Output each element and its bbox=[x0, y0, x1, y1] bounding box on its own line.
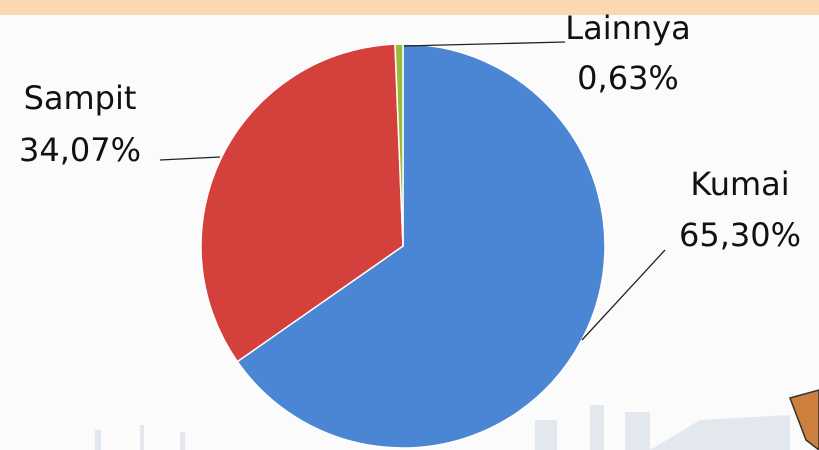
slice-label: Lainnya bbox=[565, 9, 690, 47]
slice-value-label: 34,07% bbox=[19, 131, 141, 169]
slice-value-label: 65,30% bbox=[679, 216, 801, 254]
slice-label: Sampit bbox=[24, 79, 137, 117]
chart: Kumai 65,30% Sampit 34,07% Lainnya 0,63% bbox=[0, 0, 819, 450]
top-band bbox=[0, 0, 819, 15]
slice-label: Kumai bbox=[690, 165, 789, 203]
slice-value-label: 0,63% bbox=[577, 59, 679, 97]
